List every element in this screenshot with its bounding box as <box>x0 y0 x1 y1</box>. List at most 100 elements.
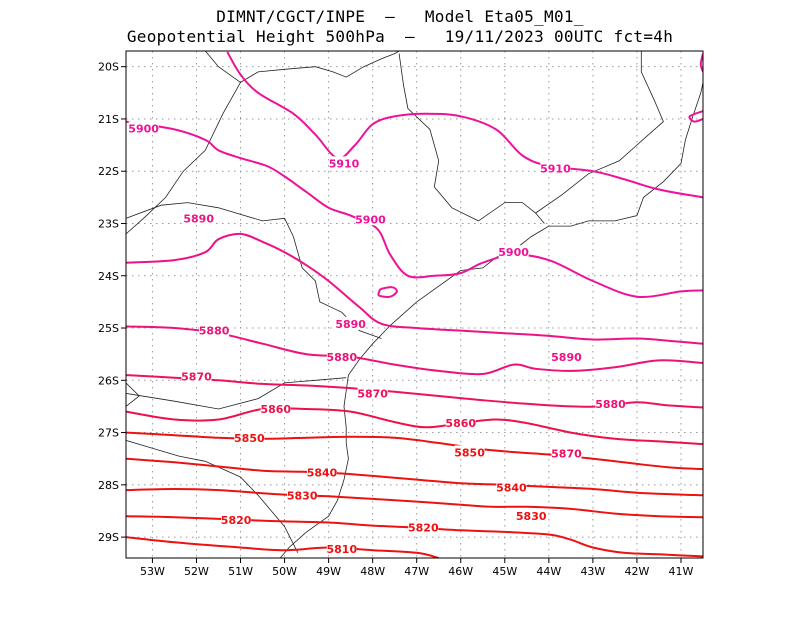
map-line-border-pr-sc <box>126 377 347 410</box>
contour-label-bg <box>408 520 439 534</box>
contour-label-bg <box>454 445 485 459</box>
contour-5880 <box>126 325 703 376</box>
y-tick-label: 29S <box>98 531 119 544</box>
y-tick-label: 22S <box>98 165 119 178</box>
x-tick-label: 50W <box>272 565 297 578</box>
x-tick-label: 46W <box>448 565 473 578</box>
contour-label-bg <box>221 512 252 526</box>
contour-label-bg <box>183 211 214 225</box>
contour-5810 <box>126 536 439 558</box>
contour-label-bg <box>326 349 357 363</box>
contour-5910 <box>377 286 398 298</box>
contour-label-bg <box>551 349 582 363</box>
y-axis: 20S 21S 22S 23S 24S 25S 26S 27S 28S 29S <box>98 61 126 544</box>
contour-label-5860: 5860 <box>260 403 291 416</box>
chart-title-line-1: DIMNT/CGCT/INPE – Model Eta05_M01_ <box>216 7 584 26</box>
contour-label-bg <box>540 161 571 175</box>
contour-label-5860: 5860 <box>445 417 476 430</box>
contour-label-5840: 5840 <box>496 481 527 494</box>
contour-label-5820: 5820 <box>221 514 252 527</box>
x-axis: 53W 52W 51W 50W 49W 48W 47W 46W 45W 44W 43W 42W 41W <box>140 558 694 578</box>
contour-5860 <box>126 407 703 446</box>
grid-lines <box>126 51 703 558</box>
contour-5910 <box>226 51 703 199</box>
map-boundaries <box>126 51 703 558</box>
x-tick-label: 43W <box>580 565 605 578</box>
contour-label-5850: 5850 <box>234 432 265 445</box>
map-line-border-mg-rj <box>535 51 664 214</box>
map-line-border-sc-rs <box>126 440 299 553</box>
y-tick-label: 21S <box>98 113 119 126</box>
x-tick-label: 52W <box>184 565 209 578</box>
contour-5890 <box>126 232 703 345</box>
y-tick-label: 27S <box>98 427 119 440</box>
x-tick-label: 42W <box>624 565 649 578</box>
contour-label-5900: 5900 <box>355 213 386 226</box>
contour-5910 <box>688 110 703 123</box>
x-tick-label: 47W <box>404 565 429 578</box>
contour-lines <box>126 51 703 558</box>
contour-label-bg <box>445 416 476 430</box>
contour-label-5840: 5840 <box>307 466 338 479</box>
contour-label-bg <box>498 245 529 259</box>
y-tick-label: 20S <box>98 61 119 74</box>
contour-5840 <box>126 457 703 497</box>
contour-label-5880: 5880 <box>199 325 230 338</box>
contour-label-5870: 5870 <box>357 387 388 400</box>
contour-label-bg <box>326 542 357 556</box>
map-line-border-sp-pr <box>126 202 382 339</box>
contour-5830 <box>126 488 703 519</box>
y-tick-label: 24S <box>98 270 119 283</box>
x-tick-label: 53W <box>140 565 165 578</box>
contour-label-bg <box>199 323 230 337</box>
contour-label-5870: 5870 <box>551 447 582 460</box>
map-line-border-west <box>126 82 241 235</box>
contour-label-bg <box>357 386 388 400</box>
map-line-border-sp-mg <box>398 53 545 224</box>
contour-label-5830: 5830 <box>287 489 318 502</box>
contour-label-bg <box>355 212 386 226</box>
x-tick-label: 49W <box>316 565 341 578</box>
x-tick-label: 48W <box>360 565 385 578</box>
plot-frame <box>125 50 704 559</box>
contour-label-bg <box>496 480 527 494</box>
contour-label-5850: 5850 <box>454 446 485 459</box>
contour-label-5910: 5910 <box>329 157 360 170</box>
map-line-border-north <box>204 51 400 83</box>
contour-label-bg <box>329 156 360 170</box>
contour-label-bg <box>234 430 265 444</box>
contour-label-5900: 5900 <box>498 246 529 259</box>
contour-label-bg <box>335 316 366 330</box>
x-tick-label: 45W <box>492 565 517 578</box>
y-tick-label: 26S <box>98 374 119 387</box>
contour-label-bg <box>516 509 547 523</box>
contour-label-bg <box>287 488 318 502</box>
contour-label-5910: 5910 <box>540 163 571 176</box>
contour-label-bg <box>595 396 626 410</box>
y-tick-label: 28S <box>98 479 119 492</box>
contour-label-bg <box>128 121 159 135</box>
x-tick-label: 44W <box>536 565 561 578</box>
contour-label-5890: 5890 <box>551 351 582 364</box>
y-tick-label: 25S <box>98 322 119 335</box>
contour-label-bg <box>551 446 582 460</box>
contour-label-5870: 5870 <box>181 371 212 384</box>
x-tick-label: 41W <box>669 565 694 578</box>
contour-5910 <box>699 53 703 73</box>
y-tick-label: 23S <box>98 217 119 230</box>
contour-label-bg <box>307 465 338 479</box>
contour-label-5890: 5890 <box>335 318 366 331</box>
contour-label-5810: 5810 <box>327 543 358 556</box>
contour-5900 <box>126 120 703 299</box>
contour-label-5820: 5820 <box>408 522 439 535</box>
contour-label-5880: 5880 <box>595 398 626 411</box>
chart-title-line-2: Geopotential Height 500hPa – 19/11/2023 … <box>126 27 674 46</box>
contour-label-5880: 5880 <box>327 351 358 364</box>
map-line-coastline <box>279 82 703 558</box>
contour-label-5830: 5830 <box>516 510 547 523</box>
x-tick-label: 51W <box>228 565 253 578</box>
contour-5850 <box>126 431 703 471</box>
contour-label-bg <box>260 402 291 416</box>
contour-5870 <box>126 374 703 409</box>
